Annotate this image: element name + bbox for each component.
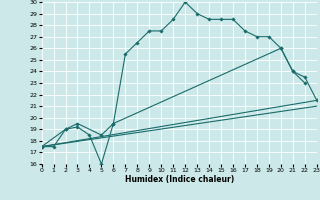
X-axis label: Humidex (Indice chaleur): Humidex (Indice chaleur) [124,175,234,184]
